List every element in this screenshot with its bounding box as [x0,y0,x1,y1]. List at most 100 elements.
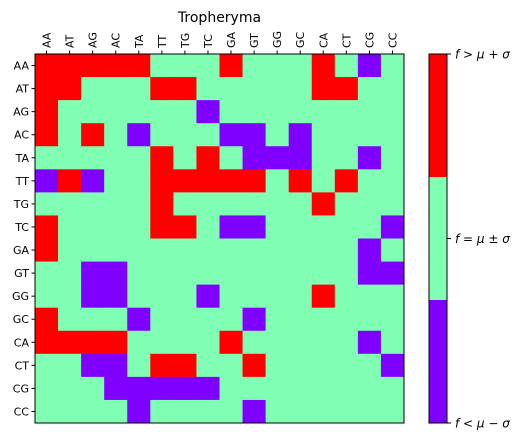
x-tick-label-GG: GG [271,31,284,48]
heatmap-cell-TA-GC [288,146,313,170]
heatmap-cell-GT-TC [196,261,221,286]
heatmap-cell-AG-TA [127,100,151,124]
heatmap-cell-AA-CT [334,54,359,78]
heatmap-cell-TA-GT [242,146,267,170]
heatmap-cell-AT-CT [334,77,359,101]
heatmap-cell-CG-TT [150,376,174,401]
heatmap-cell-GT-GC [288,261,313,286]
heatmap-cell-AG-GG [265,100,290,124]
heatmap-cell-GC-CT [334,307,359,332]
heatmap-cell-CC-TT [150,399,174,424]
heatmap-cell-AG-GT [242,100,267,124]
heatmap-cell-TG-AA [35,192,59,216]
heatmap-cell-AA-TT [150,54,174,78]
heatmap-cell-CG-AA [35,376,59,401]
heatmap-cell-TA-AT [58,146,82,170]
heatmap-cell-AG-AT [58,100,82,124]
colorbar-band-mid [429,177,447,301]
x-tick-label-TA: TA [133,34,146,49]
heatmap-cell-GC-CG [357,307,382,332]
heatmap-cell-AA-CC [380,54,405,78]
heatmap-cell-GG-AT [58,284,82,309]
heatmap-cell-TC-AC [104,215,128,240]
heatmap-cell-CG-GA [219,376,244,401]
heatmap-cell-CC-AG [81,399,105,424]
heatmap-cell-AC-CA [311,123,336,147]
heatmap-cell-TA-CA [311,146,336,170]
heatmap-cell-TG-TA [127,192,151,216]
x-tick-label-AC: AC [110,33,123,48]
heatmap-cell-CT-CC [380,353,405,378]
heatmap-cell-TT-TA [127,169,151,193]
heatmap-cell-TA-TT [150,146,174,170]
heatmap-cell-GA-TC [196,238,221,263]
heatmap-cell-CT-GC [288,353,313,378]
heatmap-cell-AG-CA [311,100,336,124]
heatmap-cell-GG-GA [219,284,244,309]
heatmap-cell-TC-CT [334,215,359,240]
heatmap-cell-GC-AT [58,307,82,332]
heatmap-cell-GG-TT [150,284,174,309]
heatmap-cell-GA-TG [173,238,197,263]
heatmap-cell-CC-GT [242,399,267,424]
y-tick-label-GG: GG [12,290,29,303]
heatmap-cell-GA-CA [311,238,336,263]
heatmap-cell-GA-CT [334,238,359,263]
heatmap-cell-CC-TC [196,399,221,424]
heatmap-cell-AA-AC [104,54,128,78]
heatmap-cell-CT-TC [196,353,221,378]
heatmap-cell-AT-GA [219,77,244,101]
heatmap-cell-TA-TC [196,146,221,170]
heatmap-cell-AG-AC [104,100,128,124]
heatmap-cell-CA-AG [81,330,105,355]
y-tick-label-GA: GA [13,244,30,257]
heatmap-cell-TC-AT [58,215,82,240]
heatmap-cell-TT-AG [81,169,105,193]
heatmap-cell-CA-CC [380,330,405,355]
y-tick-label-CA: CA [14,336,30,349]
y-tick-label-AG: AG [13,106,29,119]
heatmap-cell-TG-TG [173,192,197,216]
heatmap-cell-GT-AT [58,261,82,286]
heatmap-cell-GT-AA [35,261,59,286]
heatmap-cell-CT-GG [265,353,290,378]
heatmap-cell-TC-AA [35,215,59,240]
y-tick-label-TA: TA [15,152,30,165]
heatmap-cell-GA-AT [58,238,82,263]
heatmap-cell-GC-AC [104,307,128,332]
heatmap-cell-CC-CG [357,399,382,424]
heatmap-cell-TA-AG [81,146,105,170]
heatmap-cell-TA-AA [35,146,59,170]
x-tick-label-AG: AG [87,32,100,48]
heatmap-cell-AC-AG [81,123,105,147]
y-tick-label-TT: TT [15,175,30,188]
heatmap-cell-GG-TC [196,284,221,309]
heatmap-cell-CA-TT [150,330,174,355]
heatmap-cell-TT-AC [104,169,128,193]
heatmap-cell-CG-CA [311,376,336,401]
y-tick-label-CT: CT [15,359,30,372]
heatmap-cell-CA-AA [35,330,59,355]
heatmap-cell-TA-TA [127,146,151,170]
heatmap-cell-CC-TG [173,399,197,424]
heatmap-cell-GC-TC [196,307,221,332]
heatmap-cell-AG-TT [150,100,174,124]
colorbar-label-0: f > μ + σ [455,48,510,62]
heatmap-cell-AC-AT [58,123,82,147]
heatmap-cell-CG-GT [242,376,267,401]
heatmap-cell-TT-GT [242,169,267,193]
x-tick-label-GT: GT [248,33,261,48]
heatmap-cell-CA-GG [265,330,290,355]
heatmap-cell-TA-GA [219,146,244,170]
heatmap-cell-CG-TG [173,376,197,401]
heatmap-cell-TA-TG [173,146,197,170]
heatmap-cell-TA-AC [104,146,128,170]
heatmap-cell-AC-TT [150,123,174,147]
heatmap-cell-GA-CG [357,238,382,263]
heatmap-cell-AA-TC [196,54,221,78]
heatmap-cell-GT-GA [219,261,244,286]
x-tick-label-AT: AT [64,34,77,48]
heatmap-cell-CT-CG [357,353,382,378]
heatmap-cell-CT-GT [242,353,267,378]
heatmap-cell-CC-TA [127,399,151,424]
